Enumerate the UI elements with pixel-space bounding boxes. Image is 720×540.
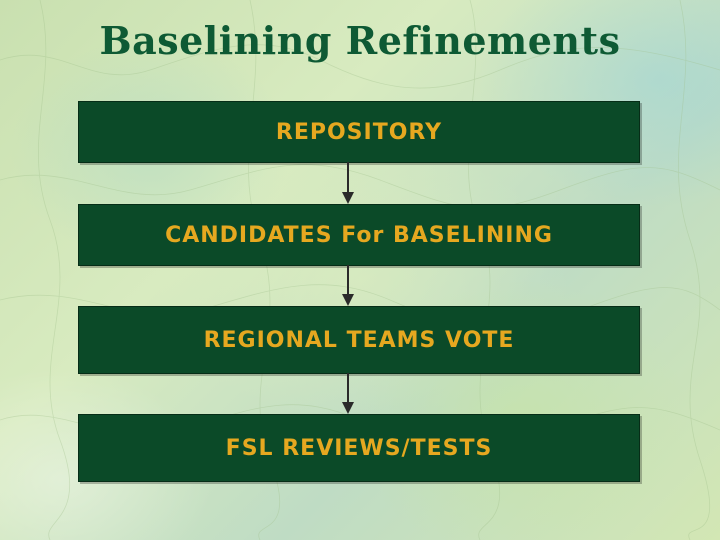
step-box-candidates: CANDIDATES For BASELINING: [78, 204, 640, 266]
step-box-regional-teams-vote: REGIONAL TEAMS VOTE: [78, 306, 640, 374]
step-label: CANDIDATES For BASELINING: [165, 222, 553, 248]
step-label: REPOSITORY: [275, 119, 443, 145]
step-box-fsl-reviews-tests: FSL REVIEWS/TESTS: [78, 414, 640, 482]
arrow-down-icon: [342, 162, 354, 204]
page-title: Baselining Refinements: [99, 18, 621, 63]
step-label: REGIONAL TEAMS VOTE: [203, 327, 515, 353]
step-label: FSL REVIEWS/TESTS: [225, 435, 493, 461]
arrow-down-icon: [342, 373, 354, 414]
step-box-repository: REPOSITORY: [78, 101, 640, 163]
arrow-down-icon: [342, 265, 354, 306]
